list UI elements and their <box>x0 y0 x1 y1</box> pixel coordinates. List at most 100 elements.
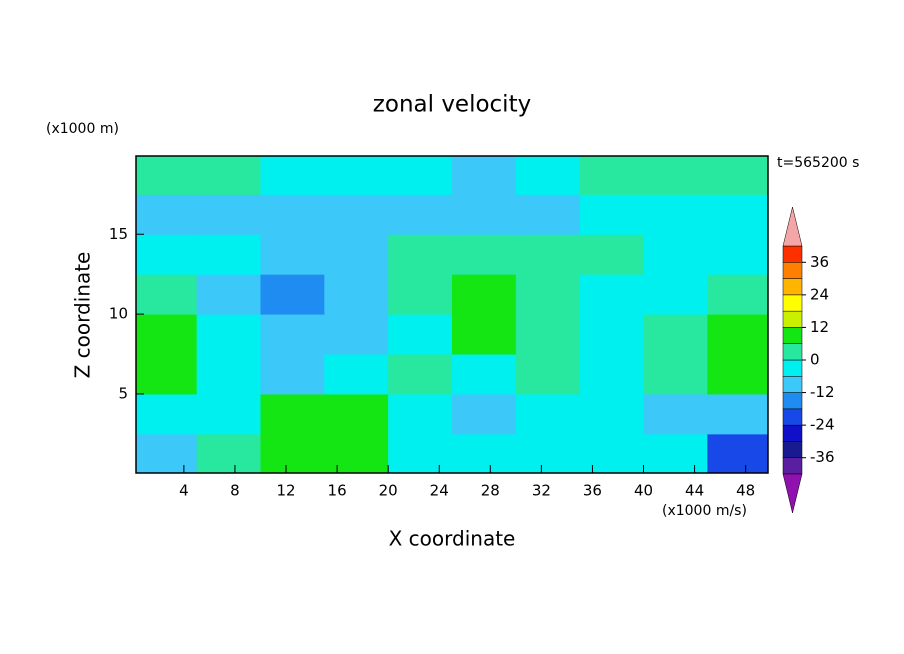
field-cell <box>324 194 389 235</box>
field-cell <box>707 354 769 395</box>
field-cell <box>324 433 389 474</box>
field-cell <box>452 433 517 474</box>
x-tick-label: 32 <box>532 482 551 500</box>
colorbar-box <box>782 359 803 377</box>
colorbar-box <box>782 343 803 361</box>
field-cell <box>452 393 517 435</box>
x-tick-label: 16 <box>328 482 347 500</box>
field-cell <box>324 274 389 315</box>
field-cell <box>579 393 645 435</box>
colorbar-box <box>782 327 803 344</box>
field-cell <box>260 433 325 474</box>
colorbar-tick-label: 36 <box>810 253 829 271</box>
colorbar-over-arrow <box>782 206 803 247</box>
field-cell <box>260 234 325 275</box>
field-cell <box>643 393 708 435</box>
field-cell <box>136 433 198 474</box>
colorbar-box <box>782 310 803 328</box>
colorbar-tick-label: 24 <box>810 285 829 303</box>
x-axis-label: X coordinate <box>389 527 516 551</box>
colorbar-box <box>782 278 803 296</box>
field-cell <box>324 354 389 395</box>
field-cell <box>515 156 581 195</box>
field-cell <box>579 274 645 315</box>
field-cell <box>643 274 708 315</box>
field-cell <box>707 393 769 435</box>
colorbar-under-arrow <box>782 473 803 514</box>
field-cell <box>452 234 517 275</box>
colorbar-tick-label: 0 <box>810 351 820 369</box>
field-cell <box>707 194 769 235</box>
x-tick-label: 44 <box>685 482 704 500</box>
x-tick-label: 40 <box>634 482 653 500</box>
field-cell <box>136 274 198 315</box>
field-cell <box>136 314 198 355</box>
field-cell <box>579 354 645 395</box>
field-cell <box>196 433 261 474</box>
field-cell <box>260 194 325 235</box>
y-tick-label: 15 <box>109 225 128 243</box>
field-cell <box>579 433 645 474</box>
field-cell <box>515 314 581 355</box>
field-cell <box>260 354 325 395</box>
colorbar-tick-label: -24 <box>810 416 835 434</box>
field-cell <box>643 234 708 275</box>
field-cell <box>452 156 517 195</box>
y-axis-label: Z coordinate <box>71 252 95 379</box>
field-cell <box>707 156 769 195</box>
field-cell <box>136 234 198 275</box>
field-cell <box>388 194 453 235</box>
field-cell <box>579 234 645 275</box>
field-cell <box>707 234 769 275</box>
colorbar-tick-label: -12 <box>810 383 835 401</box>
field-cell <box>388 393 453 435</box>
y-tick-label: 5 <box>118 384 128 402</box>
field-cell <box>515 234 581 275</box>
field-cell <box>260 156 325 195</box>
x-tick-label: 48 <box>736 482 755 500</box>
field-cell <box>196 314 261 355</box>
field-cell <box>388 354 453 395</box>
field-cell <box>707 274 769 315</box>
x-tick-label: 28 <box>481 482 500 500</box>
field-cell <box>196 354 261 395</box>
field-cell <box>260 274 325 315</box>
field-cell <box>324 156 389 195</box>
x-tick-label: 20 <box>379 482 398 500</box>
field-cell <box>196 393 261 435</box>
field-cell <box>324 234 389 275</box>
field-cell <box>515 194 581 235</box>
field-cell <box>136 194 198 235</box>
colorbar-box <box>782 245 803 263</box>
field-cell <box>452 194 517 235</box>
colorbar-box <box>782 424 803 442</box>
field-cell <box>136 156 198 195</box>
field-cell <box>196 274 261 315</box>
field-cell <box>515 274 581 315</box>
field-cell <box>643 314 708 355</box>
colorbar-tick-label: 12 <box>810 318 829 336</box>
colorbar-box <box>782 262 803 279</box>
colorbar-box <box>782 392 803 410</box>
field-cell <box>136 354 198 395</box>
colorbar-box <box>782 408 803 426</box>
field-cell <box>388 234 453 275</box>
field-cell <box>579 194 645 235</box>
field-cell <box>452 274 517 315</box>
x-tick-label: 12 <box>276 482 295 500</box>
field-cell <box>260 393 325 435</box>
field-cell <box>515 433 581 474</box>
field-cell <box>388 274 453 315</box>
colorbar-box <box>782 457 803 475</box>
y-units: (x1000 m) <box>46 121 119 137</box>
x-tick-label: 4 <box>179 482 189 500</box>
field-cell <box>324 314 389 355</box>
field-cell <box>643 433 708 474</box>
field-cell <box>260 314 325 355</box>
time-annotation: t=565200 s <box>777 155 859 171</box>
chart-title: zonal velocity <box>373 92 531 118</box>
field-cell <box>196 156 261 195</box>
field-cell <box>515 393 581 435</box>
field-cell <box>388 433 453 474</box>
